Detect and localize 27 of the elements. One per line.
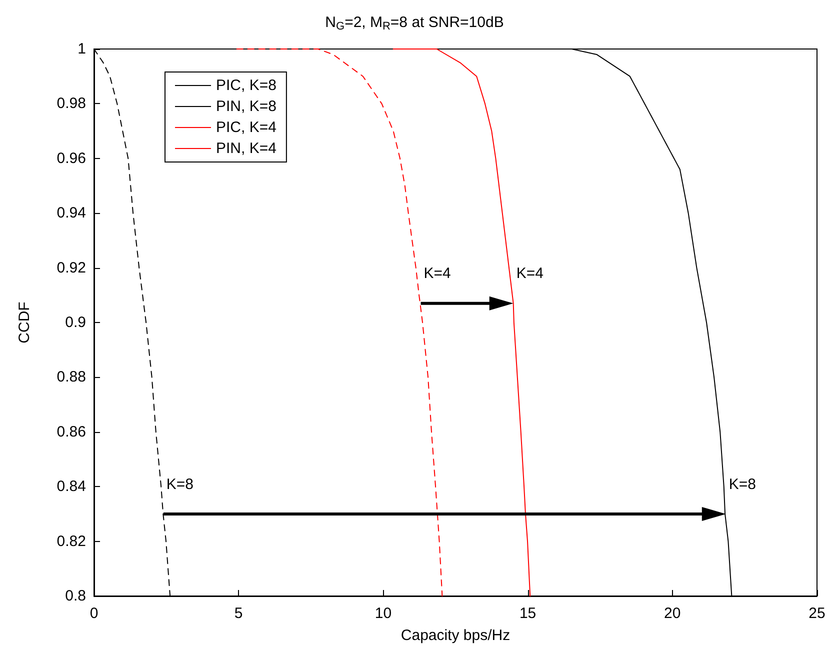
x-tick-label: 25 <box>808 605 826 622</box>
annotation: K=4 <box>424 265 451 282</box>
annotation: K=4 <box>516 265 544 282</box>
x-axis-title: Capacity bps/Hz <box>400 627 510 644</box>
annotation: K=8 <box>166 476 194 493</box>
x-tick-label: 20 <box>664 605 681 622</box>
y-tick-label: 0.96 <box>56 150 86 167</box>
y-tick-label: 0.86 <box>56 423 86 440</box>
y-tick-label: 0.88 <box>56 368 86 386</box>
legend-label: PIN, K=4 <box>216 140 276 157</box>
y-tick-label: 1 <box>78 40 86 58</box>
legend-label: PIN, K=8 <box>216 98 276 115</box>
y-tick-label: 0.84 <box>56 478 86 496</box>
y-axis-title: CCDF <box>16 302 33 344</box>
y-tick-label: 0.82 <box>56 532 86 550</box>
x-tick-label: 0 <box>90 605 98 622</box>
annotation: K=8 <box>728 476 756 493</box>
y-tick-label: 0.9 <box>65 314 86 331</box>
y-tick-label: 0.8 <box>65 588 86 604</box>
legend-label: PIC, K=8 <box>216 77 276 94</box>
legend-label: PIC, K=4 <box>216 119 276 136</box>
x-tick-label: 15 <box>519 605 536 622</box>
x-tick-label: 5 <box>234 605 243 622</box>
y-tick-label: 0.94 <box>56 204 86 222</box>
y-tick-label: 0.92 <box>56 259 86 276</box>
x-tick-label: 10 <box>374 605 392 622</box>
y-tick-label: 0.98 <box>56 95 86 112</box>
